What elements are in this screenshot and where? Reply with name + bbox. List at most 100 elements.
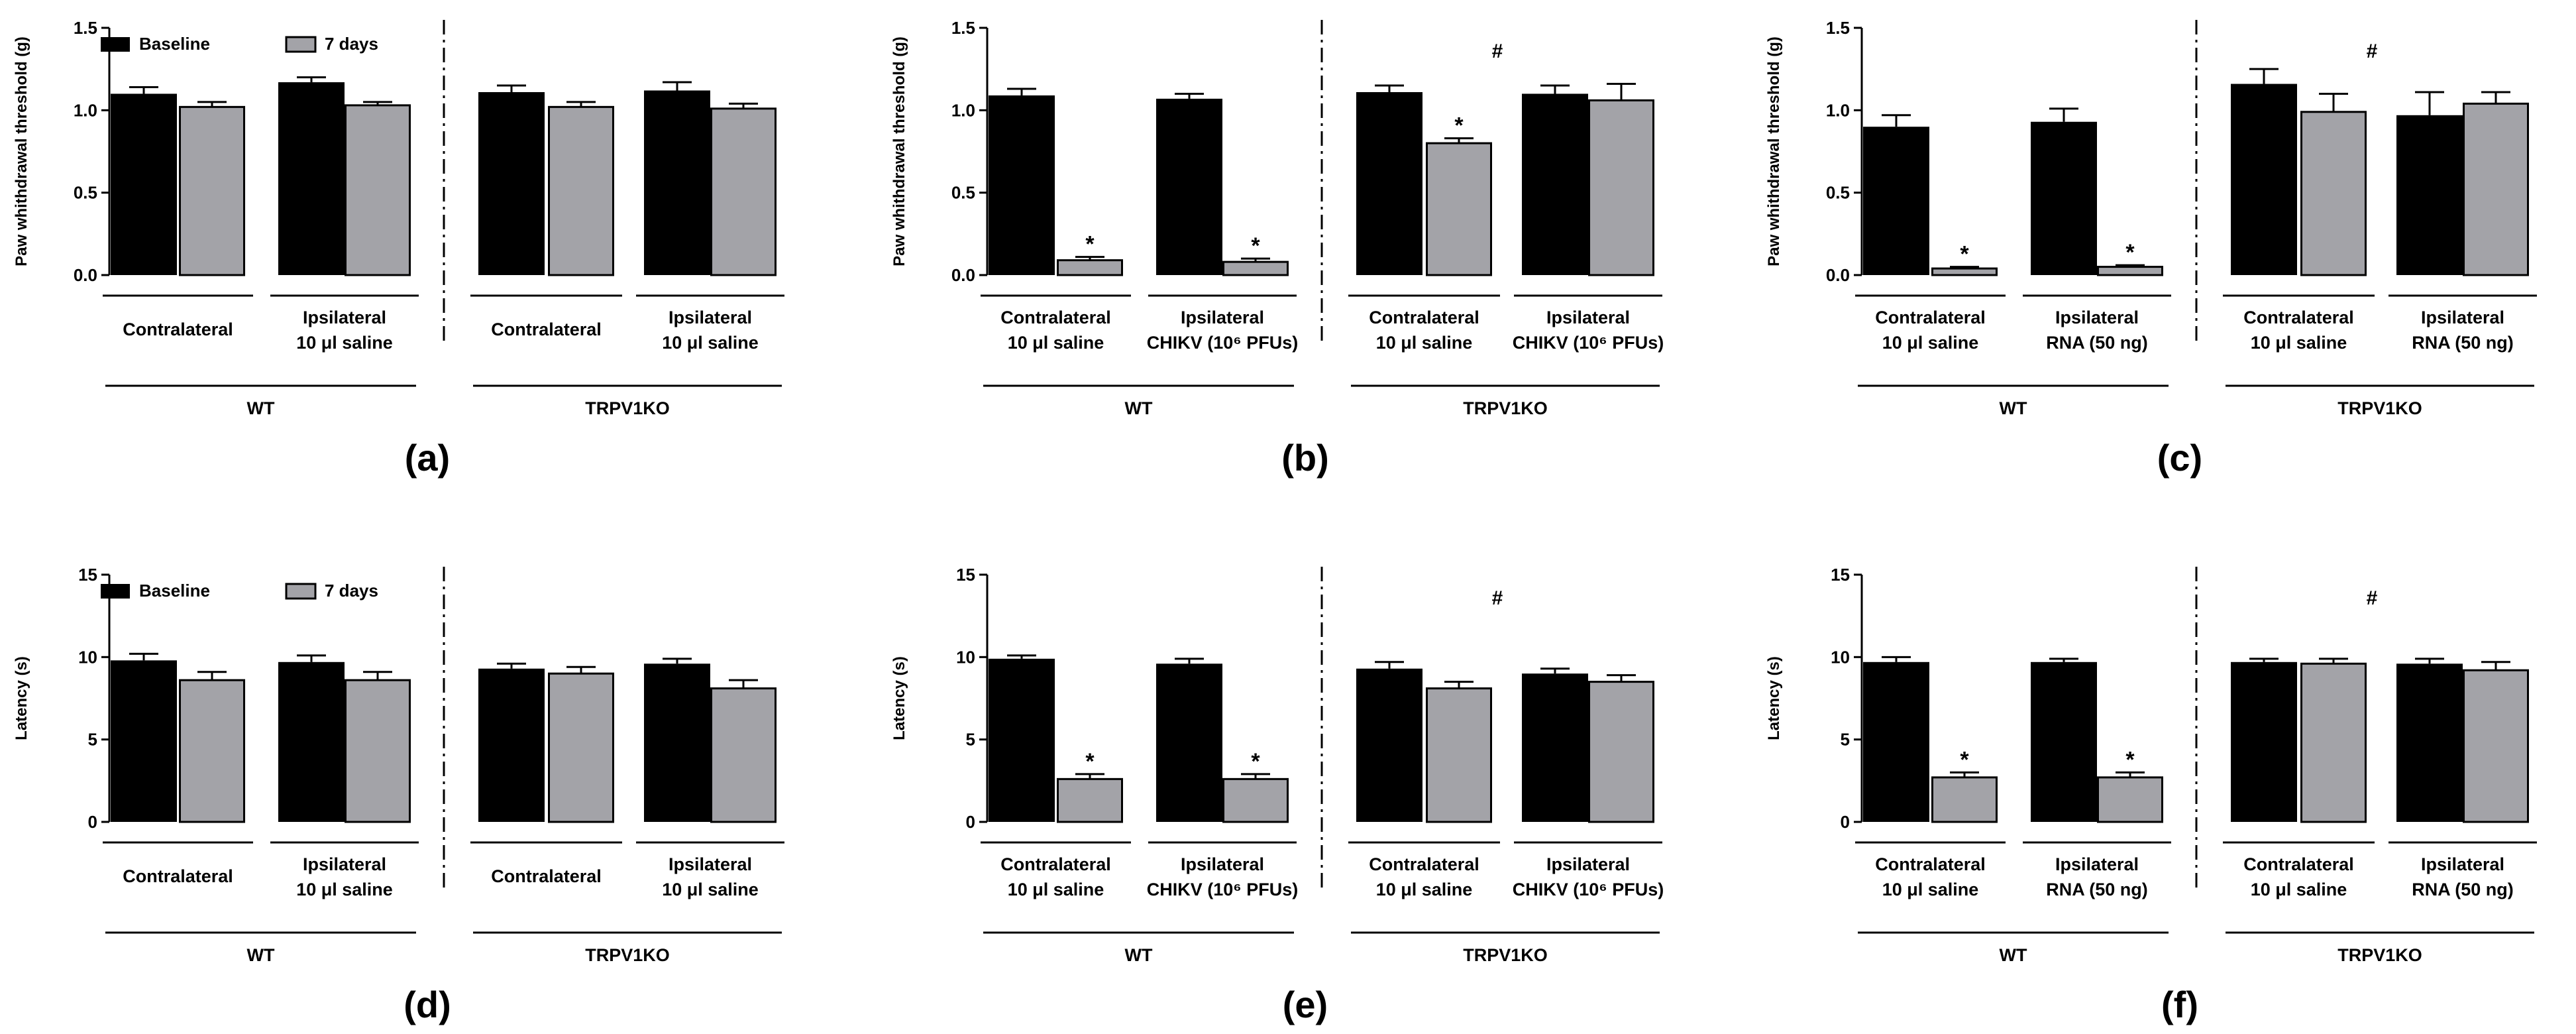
- bar-baseline: [2396, 663, 2463, 822]
- legend-swatch-7-days: [285, 583, 317, 600]
- significance-hash: #: [2367, 587, 2378, 609]
- condition-sublabel: CHIKV (10⁶ PFUs): [1513, 880, 1664, 899]
- bar-7-days: [2097, 776, 2163, 823]
- condition-label: Ipsilateral: [1181, 308, 1264, 327]
- condition-sublabel: 10 μl saline: [1008, 880, 1104, 899]
- bar-7-days: [345, 679, 411, 823]
- bar-7-days: [1426, 142, 1492, 276]
- y-tick-label: 0: [88, 812, 97, 832]
- condition-label: Ipsilateral: [669, 854, 752, 874]
- genotype-label: TRPV1KO: [1463, 398, 1548, 418]
- condition-label: Contralateral: [1369, 308, 1479, 327]
- y-tick-label: 0.0: [951, 265, 975, 285]
- condition-sublabel: CHIKV (10⁶ PFUs): [1147, 333, 1298, 353]
- legend-label-baseline: Baseline: [139, 34, 210, 54]
- condition-label: Contralateral: [2243, 308, 2354, 327]
- condition-sublabel: 10 μl saline: [1376, 880, 1473, 899]
- significance-star: *: [1454, 113, 1464, 139]
- panel-label: (c): [2157, 437, 2202, 479]
- bar-7-days: [1426, 687, 1492, 823]
- y-tick-label: 0.0: [74, 265, 97, 285]
- bar-baseline: [478, 668, 545, 822]
- condition-label: Contralateral: [1875, 854, 1986, 874]
- y-axis-label: Latency (s): [1765, 656, 1783, 740]
- condition-sublabel: 10 μl saline: [296, 333, 393, 353]
- bar-7-days: [1588, 99, 1654, 276]
- significance-star: *: [1251, 749, 1260, 774]
- genotype-label: WT: [2000, 945, 2027, 965]
- condition-sublabel: 10 μl saline: [1008, 333, 1104, 353]
- bar-7-days: [1931, 776, 1998, 823]
- significance-hash: #: [2367, 40, 2378, 62]
- condition-label: Ipsilateral: [2421, 854, 2504, 874]
- bar-baseline: [2231, 84, 2297, 276]
- genotype-label: TRPV1KO: [2337, 398, 2422, 418]
- significance-star: *: [1251, 233, 1260, 258]
- y-tick-label: 1.5: [951, 18, 975, 38]
- y-tick-label: 1.0: [1826, 100, 1850, 120]
- y-tick-label: 0.5: [74, 183, 97, 203]
- y-tick-label: 0: [1841, 812, 1850, 832]
- bar-7-days: [548, 672, 614, 823]
- y-tick-label: 10: [956, 647, 975, 667]
- significance-star: *: [1085, 232, 1095, 257]
- bar-baseline: [644, 90, 710, 275]
- y-tick-label: 5: [88, 730, 97, 750]
- panel-label: (f): [2161, 984, 2198, 1025]
- bar-baseline: [2396, 115, 2463, 275]
- condition-sublabel: RNA (50 ng): [2412, 880, 2514, 899]
- y-tick-label: 1.0: [74, 100, 97, 120]
- y-tick-label: 15: [1831, 565, 1850, 585]
- bar-7-days: [548, 105, 614, 276]
- bar-7-days: [1222, 260, 1289, 276]
- significance-star: *: [1085, 749, 1095, 774]
- bar-baseline: [111, 93, 177, 275]
- bar-baseline: [2231, 661, 2297, 822]
- genotype-label: WT: [2000, 398, 2027, 418]
- condition-sublabel: 10 μl saline: [2251, 880, 2347, 899]
- bar-baseline: [2031, 661, 2097, 822]
- bar-baseline: [1356, 91, 1422, 276]
- y-tick-label: 5: [966, 730, 975, 750]
- significance-hash: #: [1492, 40, 1503, 62]
- legend-label-baseline: Baseline: [139, 581, 210, 601]
- condition-label: Contralateral: [123, 866, 233, 886]
- condition-label: Ipsilateral: [2055, 308, 2139, 327]
- y-tick-label: 1.0: [951, 100, 975, 120]
- significance-star: *: [1960, 242, 1969, 267]
- y-axis-label: Paw whithdrawal threshold (g): [13, 36, 30, 266]
- condition-label: Ipsilateral: [1546, 308, 1630, 327]
- condition-sublabel: 10 μl saline: [662, 333, 759, 353]
- genotype-label: WT: [247, 398, 275, 418]
- panel-label: (e): [1283, 984, 1328, 1025]
- condition-label: Contralateral: [123, 319, 233, 339]
- significance-star: *: [2125, 747, 2135, 772]
- genotype-label: TRPV1KO: [585, 398, 670, 418]
- bar-7-days: [1588, 681, 1654, 823]
- condition-label: Contralateral: [491, 866, 602, 886]
- significance-star: *: [1960, 747, 1969, 772]
- bar-7-days: [1057, 777, 1123, 823]
- significance-hash: #: [1492, 587, 1503, 609]
- bar-7-days: [179, 105, 245, 276]
- genotype-label: TRPV1KO: [585, 945, 670, 965]
- y-axis-label: Latency (s): [890, 656, 908, 740]
- condition-sublabel: CHIKV (10⁶ PFUs): [1147, 880, 1298, 899]
- condition-label: Ipsilateral: [303, 854, 386, 874]
- bar-baseline: [278, 82, 345, 275]
- condition-sublabel: RNA (50 ng): [2412, 333, 2514, 353]
- condition-label: Ipsilateral: [2421, 308, 2504, 327]
- condition-sublabel: 10 μl saline: [1376, 333, 1473, 353]
- condition-label: Ipsilateral: [1546, 854, 1630, 874]
- condition-sublabel: 10 μl saline: [296, 880, 393, 899]
- bar-7-days: [2463, 669, 2529, 823]
- panel-label: (a): [405, 437, 450, 479]
- y-tick-label: 0: [966, 812, 975, 832]
- y-tick-label: 10: [1831, 647, 1850, 667]
- y-tick-label: 0.5: [1826, 183, 1850, 203]
- bar-7-days: [345, 104, 411, 276]
- bar-7-days: [1931, 267, 1998, 276]
- legend-label-7-days: 7 days: [325, 34, 378, 54]
- condition-sublabel: RNA (50 ng): [2046, 880, 2148, 899]
- y-axis-label: Paw whithdrawal threshold (g): [890, 36, 908, 266]
